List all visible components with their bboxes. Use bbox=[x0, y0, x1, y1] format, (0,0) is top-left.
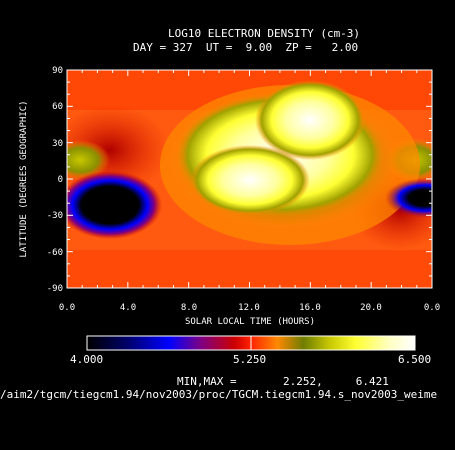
axis-ticks bbox=[66, 69, 433, 289]
x-tick-label: 0.0 bbox=[424, 303, 440, 313]
x-tick-label: 16.0 bbox=[299, 303, 321, 313]
x-axis-tick-labels: 0.0 4.0 8.0 12.0 16.0 20.0 0.0 bbox=[59, 303, 440, 313]
file-path: /aim2/tgcm/tiegcm1.94/nov2003/proc/TGCM.… bbox=[0, 389, 438, 401]
y-tick-label: 90 bbox=[52, 66, 63, 76]
y-tick-label: -30 bbox=[47, 211, 63, 221]
x-tick-label: 4.0 bbox=[120, 303, 136, 313]
chart-subtitle: DAY = 327 UT = 9.00 ZP = 2.00 bbox=[133, 41, 359, 54]
colorbar-min-label: 4.000 bbox=[70, 353, 104, 366]
x-tick-label: 8.0 bbox=[181, 303, 197, 313]
y-axis-tick-labels: 90 60 30 0 -30 -60 -90 bbox=[47, 66, 63, 294]
y-axis-label: LATITUDE (DEGREES GEOGRAPHIC) bbox=[19, 100, 29, 257]
x-tick-label: 12.0 bbox=[238, 303, 260, 313]
colorbar-max-label: 6.500 bbox=[398, 353, 432, 366]
minmax-readout: MIN,MAX = 2.252, 6.421 bbox=[177, 375, 389, 388]
chart-title: LOG10 ELECTRON DENSITY (cm-3) bbox=[168, 27, 361, 40]
y-tick-label: 60 bbox=[52, 102, 63, 112]
x-tick-label: 0.0 bbox=[59, 303, 75, 313]
colorbar-mid-label: 5.250 bbox=[233, 353, 267, 366]
y-tick-label: -60 bbox=[47, 248, 63, 258]
x-axis-label: SOLAR LOCAL TIME (HOURS) bbox=[185, 317, 315, 327]
y-tick-label: 0 bbox=[58, 175, 63, 185]
y-tick-label: 30 bbox=[52, 139, 63, 149]
heatmap-field bbox=[67, 70, 432, 288]
x-tick-label: 20.0 bbox=[360, 303, 382, 313]
y-tick-label: -90 bbox=[47, 284, 63, 294]
